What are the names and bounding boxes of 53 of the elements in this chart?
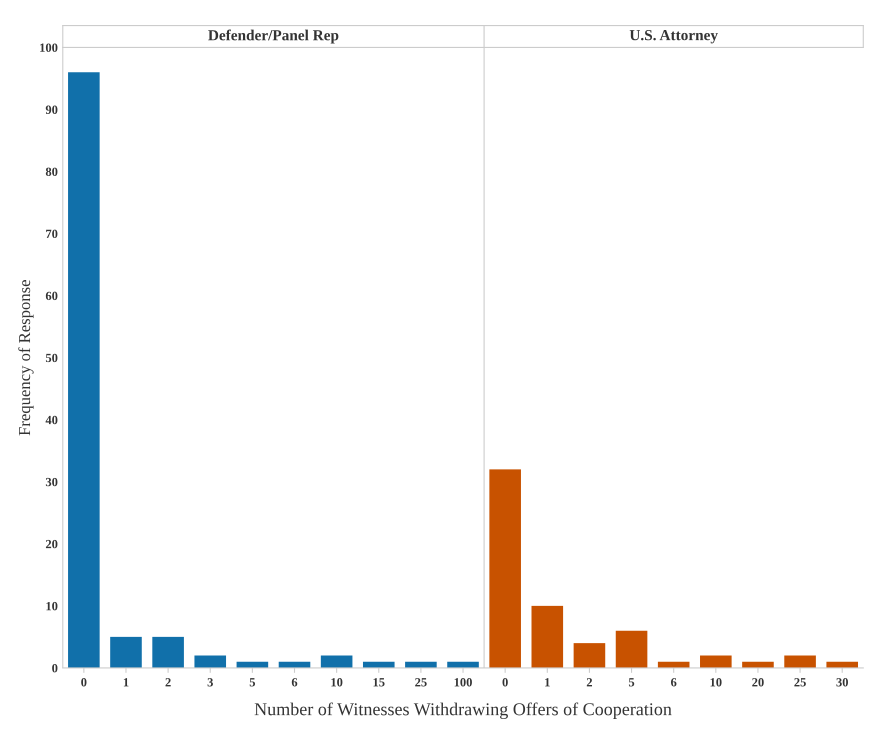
x-tick-label: 6: [670, 678, 676, 686]
x-tick-label: 30: [836, 678, 848, 686]
bar: [447, 662, 479, 668]
y-tick-label: 90: [46, 106, 58, 114]
bar: [826, 662, 858, 668]
y-tick-label: 10: [46, 602, 58, 610]
y-tick-label: 30: [46, 478, 58, 486]
bar: [658, 662, 690, 668]
bar: [110, 636, 142, 668]
bar: [489, 469, 521, 668]
bar: [194, 656, 226, 668]
bar: [278, 662, 310, 668]
y-tick-label: 70: [46, 230, 58, 238]
bar: [700, 656, 732, 668]
x-tick-label: 1: [124, 678, 128, 686]
bar: [405, 662, 437, 668]
bar: [574, 643, 606, 668]
y-tick-label: 80: [46, 168, 58, 176]
x-tick-label: 20: [752, 678, 764, 686]
x-tick-label: 3: [208, 678, 213, 686]
x-tick-label: 5: [628, 678, 634, 686]
x-tick-label: 10: [710, 678, 722, 686]
chart-title: U.S. Attorney: [630, 30, 718, 44]
bar: [616, 630, 648, 668]
y-tick-label: 20: [46, 540, 58, 548]
bar: [531, 606, 564, 668]
x-tick-label: 2: [166, 678, 171, 686]
bar: [68, 72, 100, 668]
x-tick-label: 10: [331, 678, 342, 686]
bar: [784, 656, 816, 668]
bar: [320, 656, 352, 668]
x-tick-label: 5: [250, 678, 256, 686]
y-tick-label: 0: [52, 664, 58, 672]
x-axis-title: Number of Witnesses Withdrawing Offers of Cooperation: [254, 702, 672, 720]
y-tick-label: 60: [46, 292, 58, 300]
x-tick-label: 6: [292, 678, 298, 686]
bar: [152, 636, 184, 668]
y-tick-label: 100: [40, 43, 58, 52]
y-tick-label: 40: [46, 416, 58, 424]
bar: [236, 662, 268, 668]
x-tick-label: 1: [545, 678, 550, 686]
x-tick-label: 25: [415, 678, 427, 686]
y-axis-title: Frequency of Response: [18, 280, 34, 436]
x-tick-label: 2: [586, 678, 592, 686]
x-tick-label: 25: [794, 678, 806, 686]
x-tick-label: 15: [374, 678, 385, 686]
x-tick-label: 0: [502, 678, 508, 686]
bar: [362, 662, 395, 668]
bar: [742, 662, 774, 668]
y-tick-label: 50: [46, 354, 58, 362]
x-tick-label: 100: [454, 678, 472, 686]
x-tick-label: 0: [81, 678, 86, 686]
chart-title: Defender/Panel Rep: [208, 29, 338, 44]
